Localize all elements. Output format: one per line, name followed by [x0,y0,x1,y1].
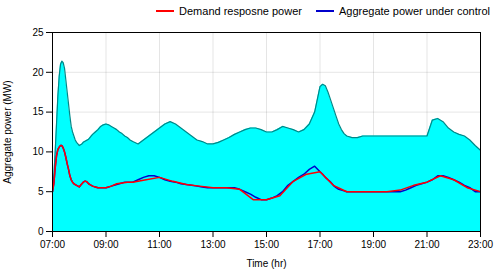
svg-text:11:00: 11:00 [147,239,172,250]
svg-text:17:00: 17:00 [307,239,332,250]
html-text:Aggregate power under control: Aggregate power under control [339,5,490,17]
svg-text:0: 0 [38,226,44,237]
svg-text:25: 25 [32,27,44,38]
svg-text:10: 10 [32,146,44,157]
svg-text:15: 15 [32,106,44,117]
svg-text:07:00: 07:00 [40,239,65,250]
svg-text:20: 20 [32,67,44,78]
svg-text:Aggregate power (MW): Aggregate power (MW) [2,80,13,183]
svg-text:19:00: 19:00 [361,239,386,250]
svg-text:Time (hr): Time (hr) [246,258,286,269]
html-text:Demand resposne power: Demand resposne power [179,5,302,17]
svg-text:23:00: 23:00 [468,239,493,250]
svg-text:13:00: 13:00 [200,239,225,250]
svg-text:21:00: 21:00 [414,239,439,250]
svg-text:09:00: 09:00 [93,239,118,250]
svg-text:15:00: 15:00 [254,239,279,250]
svg-text:5: 5 [38,186,44,197]
